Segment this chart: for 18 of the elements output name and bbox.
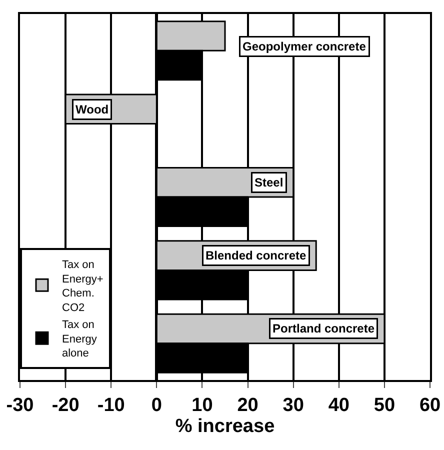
- y-tick-label: Wood: [76, 102, 109, 116]
- legend-label: Tax on Energy+ Chem. CO2: [62, 258, 104, 314]
- x-tick-label: 50: [374, 394, 396, 416]
- x-tick-label: 10: [192, 394, 213, 416]
- x-tick-label: 40: [328, 394, 350, 416]
- x-tick-label: -20: [52, 394, 80, 416]
- x-tick-label: 0: [151, 394, 162, 416]
- x-tick-label: -30: [6, 394, 34, 416]
- x-tick-label: -10: [97, 394, 125, 416]
- x-tick-label: 60: [419, 394, 441, 416]
- legend-label: Tax on Energy alone: [62, 319, 98, 360]
- x-tick-label: 30: [282, 394, 304, 416]
- y-tick-label: Steel: [254, 176, 284, 190]
- y-tick-label: Blended concrete: [206, 248, 307, 262]
- x-axis-title: % increase: [175, 416, 275, 438]
- y-tick-label: Geopolymer concrete: [242, 40, 366, 54]
- y-tick-label: Portland concrete: [272, 322, 375, 336]
- x-tick-label: 20: [237, 394, 258, 416]
